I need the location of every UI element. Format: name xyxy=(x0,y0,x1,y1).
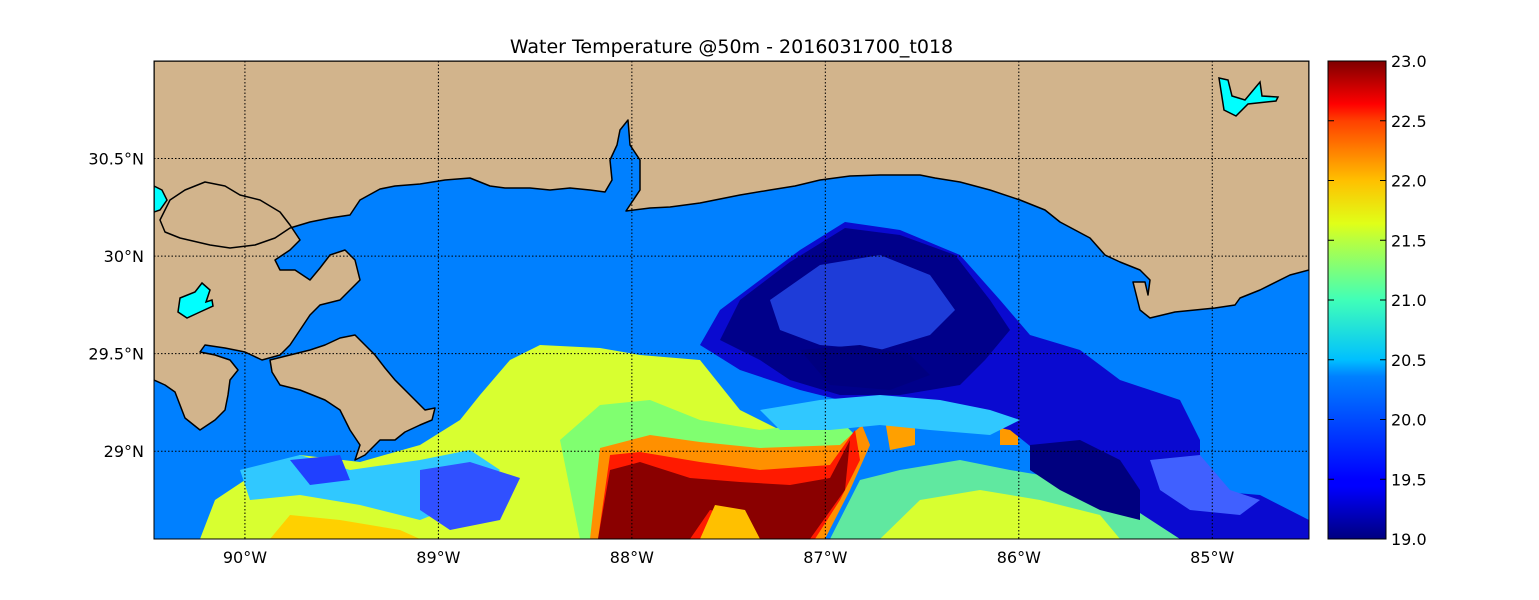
colorbar-tick-label: 20.5 xyxy=(1391,351,1427,370)
cold-eddy-inner-blue xyxy=(770,255,955,350)
blue-patch-west xyxy=(290,455,350,485)
longitude-label: 86°W xyxy=(997,548,1041,567)
colorbar xyxy=(1327,60,1387,540)
lake-northeast xyxy=(1218,77,1280,117)
delta-land xyxy=(269,334,436,461)
colorbar-tick-label: 23.0 xyxy=(1391,52,1427,71)
longitude-label: 89°W xyxy=(416,548,460,567)
latitude-label: 29.5°N xyxy=(88,345,144,364)
latitude-label: 30°N xyxy=(104,247,144,266)
latitude-label: 30.5°N xyxy=(88,150,144,169)
colorbar-tick-label: 22.0 xyxy=(1391,172,1427,191)
se-blue-band xyxy=(1150,455,1260,515)
colorbar-tick-label: 22.5 xyxy=(1391,112,1427,131)
graticule xyxy=(154,61,1309,539)
warm-band-west-yellow xyxy=(270,515,420,539)
longitude-label: 88°W xyxy=(610,548,654,567)
lake-pontchartrain-west xyxy=(154,185,168,213)
colorbar-ticks: 23.0 22.5 22.0 21.5 21.0 20.5 20.0 19.5 19.0 xyxy=(1328,52,1427,549)
se-cold-pocket xyxy=(1030,440,1140,520)
latitude-label: 29°N xyxy=(104,442,144,461)
longitude-tick-labels: 90°W 89°W 88°W 87°W 86°W 85°W xyxy=(223,548,1235,567)
colorbar-tick-label: 20.0 xyxy=(1391,411,1427,430)
colorbar-tick-label: 21.0 xyxy=(1391,291,1427,310)
longitude-label: 85°W xyxy=(1190,548,1234,567)
chart-title: Water Temperature @50m - 2016031700_t018 xyxy=(509,36,954,58)
longitude-label: 90°W xyxy=(223,548,267,567)
temperature-field xyxy=(200,222,1309,539)
colorbar-tick-label: 21.5 xyxy=(1391,231,1427,250)
south-central-yellow xyxy=(880,490,1120,539)
latitude-tick-labels: 30.5°N 30°N 29.5°N 29°N xyxy=(88,150,144,462)
cold-eddy-inner-dark xyxy=(800,345,930,390)
blue-patch-center xyxy=(420,462,520,530)
colorbar-tick-label: 19.0 xyxy=(1391,530,1427,549)
plot-frame xyxy=(153,60,1310,540)
colorbar-tick-label: 19.5 xyxy=(1391,470,1427,489)
warm-core-cyan-hole xyxy=(700,505,760,539)
lake-salvador xyxy=(177,281,214,319)
land-mass xyxy=(154,61,1309,431)
longitude-label: 87°W xyxy=(803,548,847,567)
warm-core-darkred xyxy=(598,440,850,539)
